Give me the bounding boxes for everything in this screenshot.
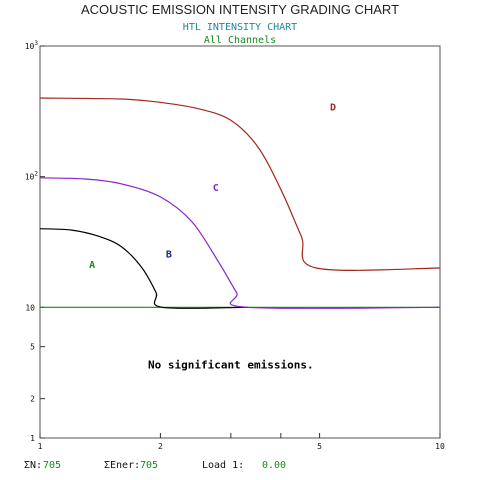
- energy-label: ΣEner:: [104, 460, 141, 471]
- plot-area: [39, 45, 441, 439]
- x-tick-label: 10: [435, 442, 445, 451]
- count-value: 705: [43, 460, 62, 471]
- load-value: 0.00: [262, 460, 287, 471]
- chart-title: HTL INTENSITY CHART: [183, 22, 297, 33]
- series-layer: [39, 97, 441, 310]
- region-label: D: [330, 103, 336, 114]
- region-label: C: [213, 183, 219, 194]
- annotation-note: No significant emissions.: [148, 359, 314, 372]
- y-tick-label: 103: [25, 40, 39, 51]
- region-label: B: [166, 250, 172, 261]
- y-tick-label: 2: [30, 395, 35, 404]
- status-bar: ΣN: 705 ΣEner: 705 Load 1: 0.00: [0, 458, 480, 480]
- chart-subtitle: All Channels: [204, 35, 276, 46]
- region-label: A: [89, 260, 95, 271]
- y-tick-label: 5: [30, 343, 35, 352]
- load-label: Load 1:: [202, 460, 245, 471]
- series-line: [39, 228, 248, 310]
- axes: 1 2 5 10 1 2 5 10 102 103: [25, 40, 445, 451]
- y-tick-label: 102: [25, 171, 39, 182]
- count-label: ΣN:: [24, 460, 43, 471]
- annotation-layer: A B C D No significant emissions.: [89, 103, 336, 372]
- x-tick-label: 5: [317, 442, 322, 451]
- series-line: [39, 177, 441, 310]
- energy-value: 705: [140, 460, 159, 471]
- x-tick-label: 2: [158, 442, 163, 451]
- y-tick-label: 10: [25, 303, 35, 312]
- window-title: ACOUSTIC EMISSION INTENSITY GRADING CHAR…: [80, 2, 400, 17]
- y-tick-label: 1: [30, 434, 35, 443]
- series-line: [39, 97, 441, 271]
- x-tick-label: 1: [38, 442, 43, 451]
